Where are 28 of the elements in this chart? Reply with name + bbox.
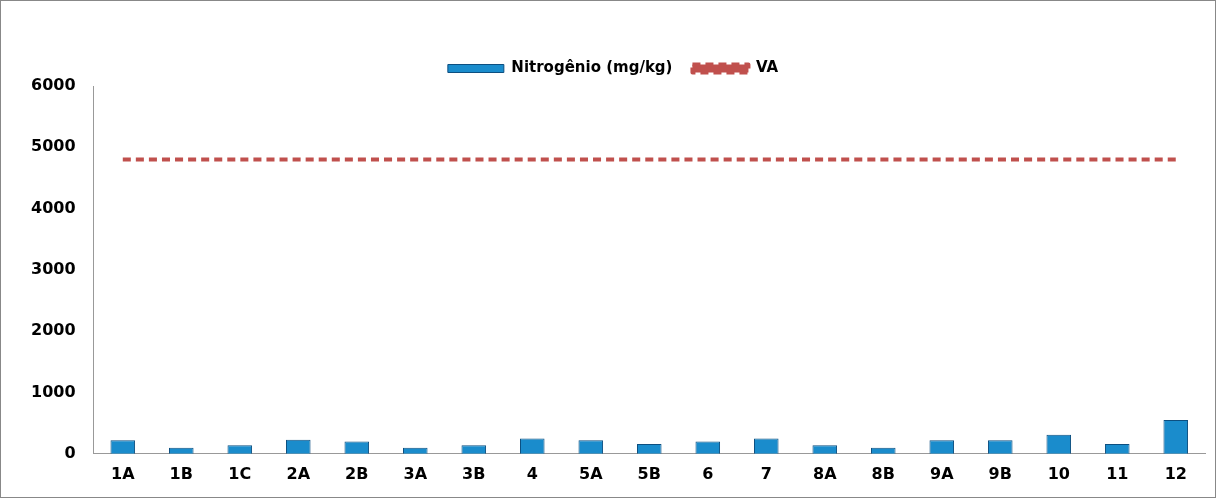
x-tick-label: 5B <box>637 463 661 483</box>
x-tick-label: 5A <box>579 463 604 483</box>
x-tick-label: 1B <box>169 463 193 483</box>
x-tick-label: 2A <box>286 463 311 483</box>
x-tick-label: 3B <box>462 463 486 483</box>
x-tick-label: 6 <box>702 463 714 483</box>
x-tick-label: 2B <box>345 463 369 483</box>
y-tick-label: 4000 <box>31 197 76 217</box>
x-tick-label: 1C <box>228 463 252 483</box>
x-tick-label: 11 <box>1106 463 1129 483</box>
x-tick-label: 9B <box>988 463 1012 483</box>
x-tick-label: 8B <box>871 463 895 483</box>
y-tick-label: 5000 <box>31 136 76 156</box>
x-tick-label: 4 <box>526 463 538 483</box>
y-tick-label: 1000 <box>31 381 76 401</box>
legend-label: Nitrogênio (mg/kg) <box>511 58 673 77</box>
x-tick-label: 1A <box>111 463 136 483</box>
x-tick-label: 8A <box>813 463 838 483</box>
x-tick-label: 12 <box>1164 463 1187 483</box>
x-tick-label: 9A <box>930 463 955 483</box>
y-tick-label: 0 <box>64 442 76 462</box>
x-tick-label: 3A <box>403 463 428 483</box>
x-tick-label: 7 <box>760 463 772 483</box>
y-tick-label: 2000 <box>31 320 76 340</box>
y-tick-label: 6000 <box>31 75 76 95</box>
legend-label: VA <box>755 58 779 77</box>
y-tick-label: 3000 <box>31 259 76 279</box>
x-tick-label: 10 <box>1047 463 1070 483</box>
